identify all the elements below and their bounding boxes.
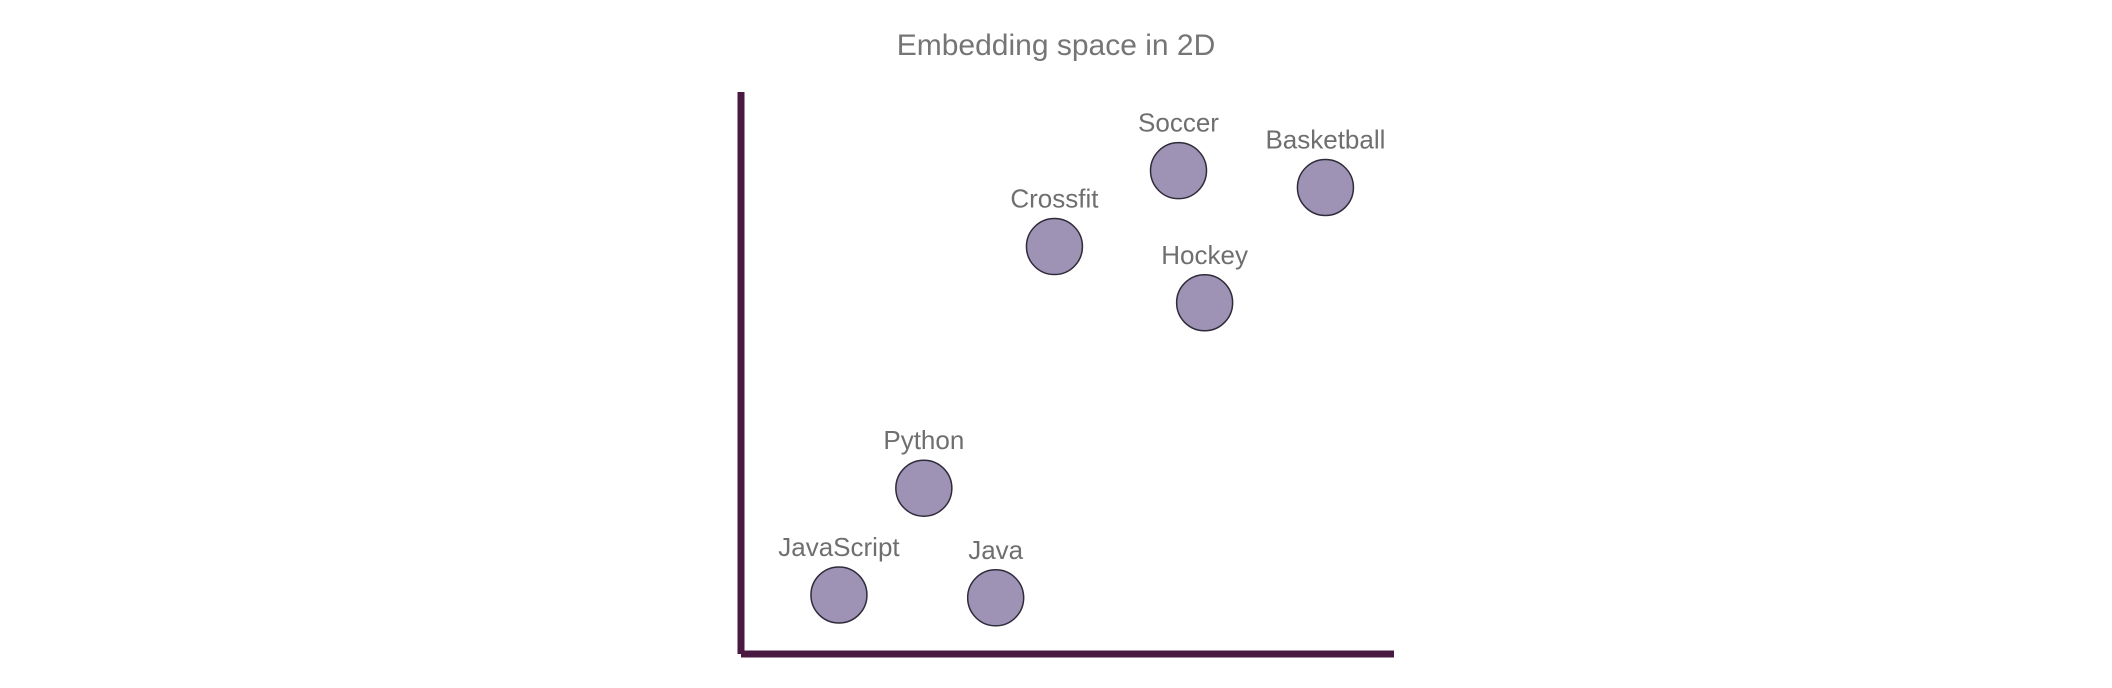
point-label-python: Python: [883, 425, 964, 455]
point-label-crossfit: Crossfit: [1010, 184, 1099, 214]
point-hockey: [1175, 274, 1234, 332]
point-label-hockey: Hockey: [1161, 240, 1248, 270]
point-label-javascript: JavaScript: [778, 532, 900, 562]
chart-title: Embedding space in 2D: [897, 29, 1216, 62]
point-python: [895, 459, 953, 517]
points-layer: [810, 141, 1355, 627]
point-label-java: Java: [968, 535, 1023, 565]
point-basketball: [1296, 158, 1355, 217]
point-crossfit: [1025, 217, 1084, 276]
point-label-soccer: Soccer: [1138, 108, 1219, 138]
labels-layer: Soccer Basketball Crossfit Hockey Python Java…: [778, 108, 1385, 565]
point-javascript: [810, 566, 868, 624]
point-soccer: [1149, 141, 1208, 200]
point-label-basketball: Basketball: [1265, 125, 1385, 155]
point-java: [966, 569, 1025, 627]
